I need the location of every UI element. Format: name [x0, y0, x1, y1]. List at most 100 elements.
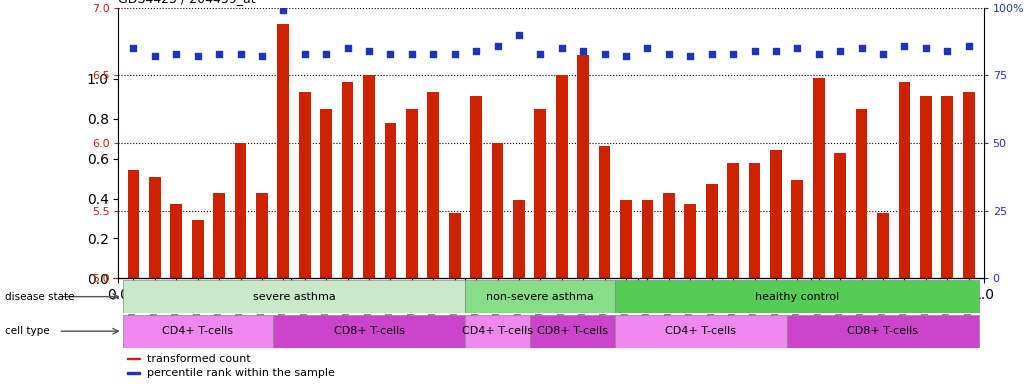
Text: GDS4425 / 204459_at: GDS4425 / 204459_at	[118, 0, 256, 5]
Point	[832, 48, 849, 54]
Point	[703, 51, 720, 57]
Point	[960, 43, 976, 49]
Text: disease state: disease state	[5, 291, 74, 302]
Bar	[787, 315, 980, 348]
Bar	[127, 358, 139, 359]
Bar	[406, 109, 418, 278]
Bar	[941, 96, 953, 278]
Bar	[471, 96, 482, 278]
Bar	[449, 214, 460, 278]
Point	[190, 53, 206, 60]
Text: healthy control: healthy control	[755, 291, 839, 302]
Bar	[342, 82, 353, 278]
Bar	[749, 163, 760, 278]
Point	[168, 51, 184, 57]
Bar	[256, 193, 268, 278]
Bar	[920, 96, 932, 278]
Point	[468, 48, 484, 54]
Bar	[127, 372, 139, 374]
Point	[446, 51, 462, 57]
Point	[789, 45, 805, 51]
Point	[939, 48, 956, 54]
Point	[660, 51, 677, 57]
Bar	[963, 92, 974, 278]
Text: severe asthma: severe asthma	[252, 291, 336, 302]
Bar	[663, 193, 675, 278]
Bar	[128, 170, 139, 278]
Bar	[364, 75, 375, 278]
Bar	[535, 109, 546, 278]
Bar	[615, 315, 787, 348]
Bar	[727, 163, 739, 278]
Bar	[213, 193, 225, 278]
Point	[725, 51, 742, 57]
Text: CD4+ T-cells: CD4+ T-cells	[462, 326, 533, 336]
Point	[853, 45, 869, 51]
Point	[553, 45, 570, 51]
Bar	[615, 280, 980, 313]
Bar	[466, 280, 615, 313]
Bar	[878, 214, 889, 278]
Bar	[491, 143, 504, 278]
Point	[596, 51, 613, 57]
Point	[747, 48, 763, 54]
Text: CD8+ T-cells: CD8+ T-cells	[848, 326, 919, 336]
Point	[404, 51, 420, 57]
Point	[253, 53, 270, 60]
Point	[297, 51, 313, 57]
Point	[618, 53, 634, 60]
Bar	[642, 200, 653, 278]
Bar	[235, 143, 246, 278]
Bar	[684, 204, 696, 278]
Point	[811, 51, 827, 57]
Bar	[273, 315, 466, 348]
Point	[339, 45, 355, 51]
Bar	[427, 92, 439, 278]
Text: CD4+ T-cells: CD4+ T-cells	[162, 326, 233, 336]
Point	[575, 48, 591, 54]
Bar	[466, 315, 529, 348]
Bar	[791, 180, 803, 278]
Text: CD8+ T-cells: CD8+ T-cells	[334, 326, 405, 336]
Bar	[320, 109, 332, 278]
Point	[896, 43, 913, 49]
Point	[489, 43, 506, 49]
Point	[211, 51, 228, 57]
Point	[146, 53, 163, 60]
Point	[874, 51, 891, 57]
Text: transformed count: transformed count	[147, 354, 250, 364]
Bar	[123, 280, 466, 313]
Bar	[123, 315, 273, 348]
Point	[918, 45, 934, 51]
Bar	[170, 204, 182, 278]
Bar	[706, 184, 718, 278]
Point	[767, 48, 784, 54]
Bar	[299, 92, 311, 278]
Bar	[384, 123, 397, 278]
Bar	[149, 177, 161, 278]
Bar	[577, 55, 589, 278]
Bar	[813, 78, 825, 278]
Point	[640, 45, 656, 51]
Point	[382, 51, 399, 57]
Bar	[834, 152, 846, 278]
Point	[275, 7, 291, 13]
Bar	[770, 150, 782, 278]
Bar	[856, 109, 867, 278]
Bar	[556, 75, 568, 278]
Point	[425, 51, 442, 57]
Point	[682, 53, 698, 60]
Point	[233, 51, 249, 57]
Point	[533, 51, 549, 57]
Bar	[898, 82, 911, 278]
Text: CD8+ T-cells: CD8+ T-cells	[537, 326, 608, 336]
Text: cell type: cell type	[5, 326, 49, 336]
Bar	[620, 200, 631, 278]
Bar	[529, 315, 615, 348]
Point	[360, 48, 377, 54]
Bar	[192, 220, 204, 278]
Bar	[513, 200, 525, 278]
Bar	[277, 24, 289, 278]
Text: CD4+ T-cells: CD4+ T-cells	[665, 326, 736, 336]
Point	[318, 51, 335, 57]
